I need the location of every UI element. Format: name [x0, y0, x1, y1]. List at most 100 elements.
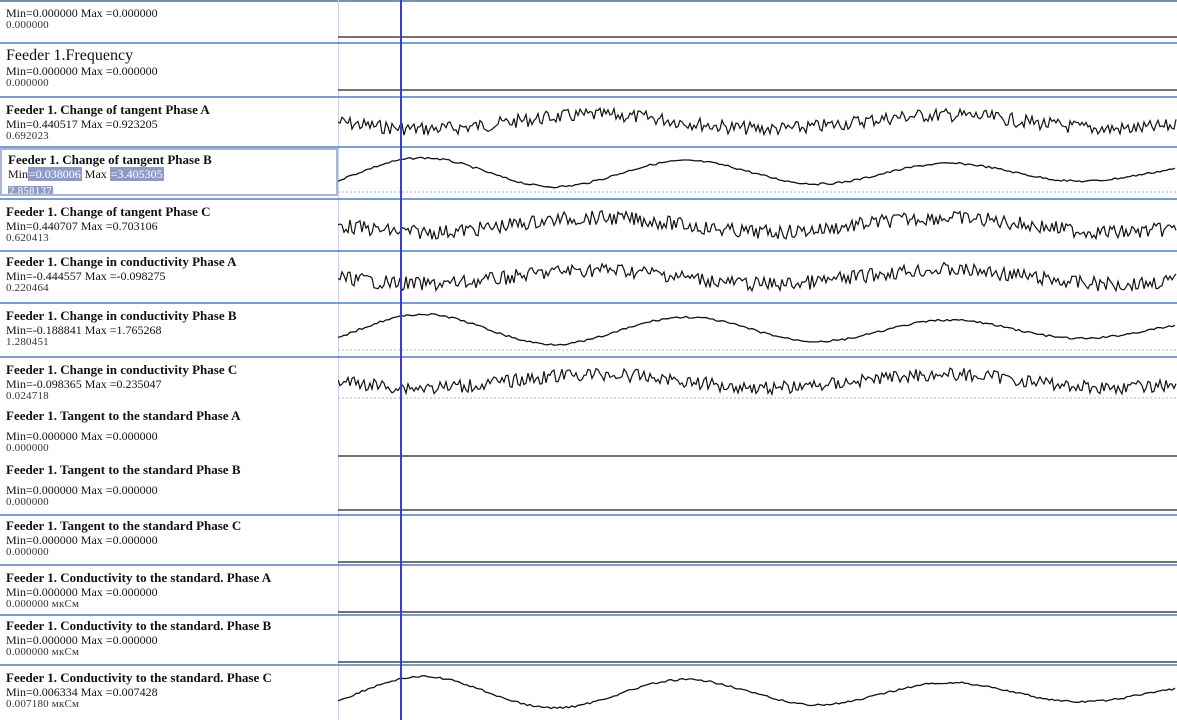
channel-min-max: Min=-0.444557 Max =-0.098275	[6, 269, 334, 283]
current-value: 0.000000	[6, 442, 49, 454]
min-label: Min	[6, 585, 27, 599]
channel-label[interactable]: Feeder 1. Tangent to the standard Phase …	[0, 406, 338, 456]
channel-title: Feeder 1. Change of tangent Phase A	[6, 102, 210, 117]
current-value: 0.620413	[6, 232, 49, 244]
max-label: Max	[80, 6, 103, 20]
channel-min-max: Min=0.038006 Max =3.405305	[8, 167, 332, 181]
max-value: =0.235047	[109, 377, 162, 391]
max-value: =0.007428	[105, 685, 158, 699]
min-value: =0.000000	[26, 483, 78, 497]
max-value: =3.405305	[109, 167, 164, 181]
current-value: 0.220464	[6, 282, 49, 294]
window-top-border	[0, 0, 1177, 2]
current-value: 2.858137	[8, 185, 53, 196]
min-value: =0.000000	[26, 429, 78, 443]
current-value: 0.000000	[6, 546, 49, 558]
channel-label[interactable]: Feeder 1. Change of tangent Phase A Min=…	[0, 100, 338, 146]
max-label: Max	[80, 429, 103, 443]
min-value: =0.038006	[28, 167, 82, 181]
channel-label[interactable]: Feeder 1.Frequency Min=0.000000 Max =0.0…	[0, 46, 338, 96]
current-value: 0.000000	[6, 77, 49, 89]
channel-title: Feeder 1. Conductivity to the standard. …	[6, 618, 272, 633]
channel-title: Feeder 1. Tangent to the standard Phase …	[6, 408, 241, 423]
channel-title: Feeder 1. Tangent to the standard Phase …	[6, 518, 242, 533]
min-label: Min	[6, 685, 27, 699]
min-label: Min	[6, 219, 27, 233]
min-label: Min	[6, 429, 27, 443]
min-label: Min	[6, 323, 27, 337]
channel-title: Feeder 1. Change in conductivity Phase C	[6, 362, 238, 377]
min-value: =0.000000	[26, 585, 78, 599]
min-value: =0.000000	[26, 533, 78, 547]
channel-separator	[0, 96, 1177, 98]
max-value: =0.000000	[105, 6, 158, 20]
channel-min-max: Min=0.000000 Max =0.000000	[6, 483, 334, 497]
min-value: =0.440517	[26, 117, 78, 131]
min-value: =-0.098365	[26, 377, 82, 391]
channel-label[interactable]: Feeder 1. Change in conductivity Phase C…	[0, 360, 338, 404]
channel-label[interactable]: Feeder 1. Conductivity to the standard. …	[0, 668, 338, 720]
max-label: Max	[80, 117, 103, 131]
channel-label[interactable]: Feeder 1. Change in conductivity Phase B…	[0, 306, 338, 356]
channel-title: Feeder 1. Change of tangent Phase B	[8, 152, 212, 167]
min-label: Min	[8, 167, 29, 181]
channel-label[interactable]: Feeder 1. Change in conductivity Phase A…	[0, 252, 338, 302]
channel-separator	[0, 250, 1177, 252]
channel-label[interactable]: Feeder 1. Conductivity to the standard. …	[0, 616, 338, 664]
channel-label[interactable]: Min=0.000000 Max =0.000000 0.000000	[0, 4, 338, 40]
channel-min-max: Min=0.006334 Max =0.007428	[6, 685, 334, 699]
max-label: Max	[80, 685, 103, 699]
min-value: =-0.188841	[26, 323, 82, 337]
channel-min-max: Min=0.000000 Max =0.000000	[6, 6, 334, 20]
current-value: 0.000000 мкСм	[6, 598, 80, 610]
max-value: =1.765268	[109, 323, 162, 337]
max-value: =-0.098275	[109, 269, 166, 283]
channel-min-max: Min=0.000000 Max =0.000000	[6, 533, 334, 547]
max-label: Max	[80, 533, 103, 547]
channel-title: Feeder 1. Change in conductivity Phase A	[6, 254, 237, 269]
min-value: =0.000000	[26, 64, 78, 78]
channel-separator	[0, 664, 1177, 666]
max-value: =0.000000	[105, 633, 158, 647]
channel-trace	[338, 261, 1177, 293]
channel-separator	[0, 146, 1177, 148]
channel-trace	[338, 675, 1176, 710]
current-value: 0.000000 мкСм	[6, 646, 80, 658]
channel-separator	[0, 564, 1177, 566]
min-label: Min	[6, 6, 27, 20]
channel-label[interactable]: Feeder 1. Change of tangent Phase C Min=…	[0, 202, 338, 250]
channel-title: Feeder 1. Change in conductivity Phase B	[6, 308, 237, 323]
max-value: =0.703106	[105, 219, 158, 233]
channel-label[interactable]: Feeder 1. Conductivity to the standard. …	[0, 568, 338, 614]
max-label: Max	[84, 377, 107, 391]
channel-min-max: Min=0.000000 Max =0.000000	[6, 64, 334, 78]
max-value: =0.000000	[105, 429, 158, 443]
min-value: =-0.444557	[26, 269, 82, 283]
channel-label[interactable]: Feeder 1. Tangent to the standard Phase …	[0, 516, 338, 564]
max-label: Max	[80, 483, 103, 497]
max-value: =0.000000	[105, 533, 158, 547]
time-cursor[interactable]	[400, 0, 402, 720]
min-value: =0.000000	[26, 6, 78, 20]
channel-separator	[0, 302, 1177, 304]
channel-label[interactable]: Feeder 1. Tangent to the standard Phase …	[0, 460, 338, 512]
min-label: Min	[6, 377, 27, 391]
min-label: Min	[6, 633, 27, 647]
max-label: Max	[80, 64, 103, 78]
trend-plot-area[interactable]	[338, 0, 1177, 720]
current-value: 0.692023	[6, 130, 49, 142]
min-label: Min	[6, 64, 27, 78]
min-value: =0.440707	[26, 219, 78, 233]
min-label: Min	[6, 117, 27, 131]
channel-min-max: Min=0.440707 Max =0.703106	[6, 219, 334, 233]
max-label: Max	[84, 269, 107, 283]
max-value: =0.000000	[105, 483, 158, 497]
max-value: =0.000000	[105, 585, 158, 599]
channel-title: Feeder 1. Conductivity to the standard. …	[6, 570, 272, 585]
current-value: 0.007180 мкСм	[6, 698, 80, 710]
channel-trace	[338, 313, 1176, 346]
channel-label-selected[interactable]: Feeder 1. Change of tangent Phase B Min=…	[0, 148, 338, 196]
max-value: =0.923205	[105, 117, 158, 131]
min-label: Min	[6, 269, 27, 283]
